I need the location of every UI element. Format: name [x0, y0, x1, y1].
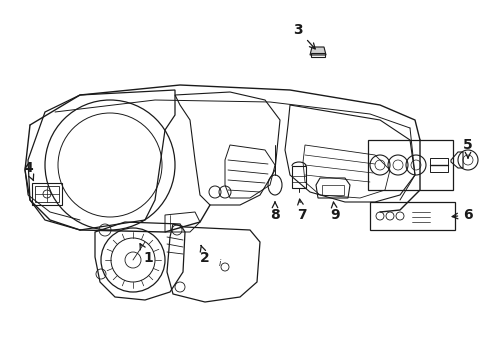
Text: 5: 5	[462, 138, 472, 158]
Bar	[321, 185, 343, 195]
Text: 7: 7	[297, 199, 306, 222]
Bar	[429, 158, 447, 172]
Bar	[369, 202, 454, 230]
Bar	[367, 140, 452, 190]
Text: i: i	[218, 260, 221, 269]
Bar	[32, 183, 62, 205]
Text: 8: 8	[269, 202, 279, 222]
Text: 3: 3	[293, 23, 315, 49]
Bar	[291, 166, 305, 188]
Text: 4: 4	[23, 161, 34, 181]
Bar	[310, 53, 325, 57]
Polygon shape	[309, 47, 325, 55]
Text: 2: 2	[200, 246, 209, 265]
Text: 6: 6	[451, 208, 472, 222]
Bar	[35, 186, 59, 202]
Text: 9: 9	[329, 202, 339, 222]
Text: 1: 1	[140, 244, 153, 265]
